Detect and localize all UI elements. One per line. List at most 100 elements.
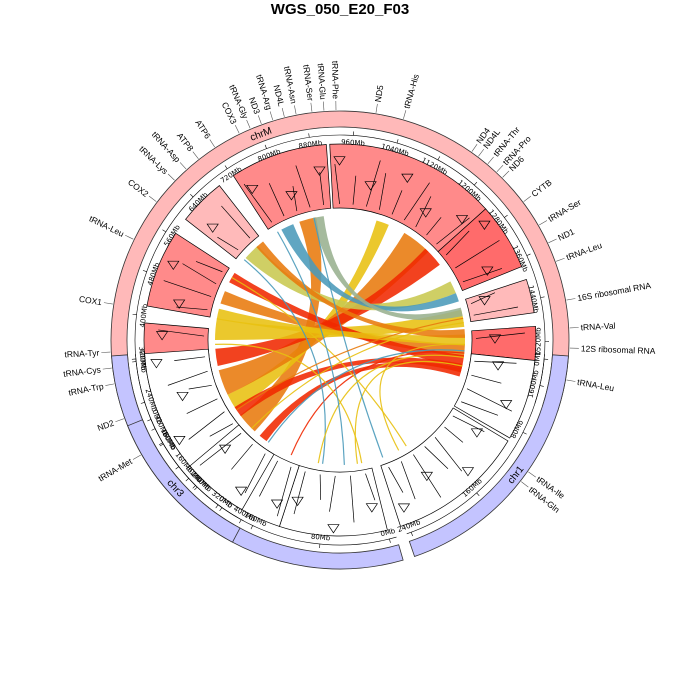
region-spoke <box>445 230 470 256</box>
region-spoke <box>413 454 442 498</box>
gene-tick <box>105 383 115 386</box>
link-ribbon <box>227 220 389 410</box>
link-line <box>290 351 465 456</box>
region-spoke <box>461 401 499 416</box>
gene-tick <box>548 238 557 244</box>
region-spoke <box>176 306 208 311</box>
region-triangle <box>167 260 180 271</box>
link-line <box>267 349 465 443</box>
region-triangle <box>155 331 169 341</box>
tick-label: 0Mb <box>533 350 542 366</box>
tick-mark <box>540 296 545 298</box>
region-spoke <box>182 263 217 285</box>
region-sector <box>453 353 536 439</box>
region-spoke <box>217 236 239 251</box>
region-sector <box>380 407 509 527</box>
gene-label: tRNA-Leu <box>576 377 615 393</box>
region-triangle <box>365 503 379 513</box>
tick-mark <box>192 485 196 489</box>
region-triangle <box>333 156 346 166</box>
tick-label: 400Mb <box>139 303 150 328</box>
gene-tick <box>257 115 262 124</box>
link-ribbon <box>256 241 465 338</box>
region-sector <box>185 185 260 260</box>
region-spoke <box>186 398 218 414</box>
tick-mark <box>142 270 147 272</box>
tick-mark <box>264 144 267 149</box>
tick-axis <box>406 354 545 535</box>
gene-tick <box>521 481 529 488</box>
gene-tick <box>478 148 485 157</box>
link-line <box>231 276 407 447</box>
gene-tick <box>375 103 378 113</box>
region-spoke <box>379 173 387 210</box>
tick-mark <box>250 525 253 530</box>
tick-mark <box>396 139 399 144</box>
region-spoke <box>471 374 502 384</box>
region-triangle <box>420 471 433 482</box>
tick-mark <box>476 492 480 497</box>
region-spoke <box>403 182 430 221</box>
tick-mark <box>526 253 531 256</box>
tick-label: 80Mb <box>311 533 332 543</box>
region-spoke <box>188 411 225 440</box>
region-spoke <box>400 461 416 500</box>
region-triangle <box>455 215 469 225</box>
region-spoke <box>276 466 292 517</box>
link-line <box>317 354 464 464</box>
gene-tick <box>566 298 576 301</box>
region-triangle <box>313 166 326 176</box>
region-spoke <box>295 165 311 208</box>
region-spoke <box>466 388 512 412</box>
region-spoke <box>209 423 233 437</box>
chromosome-band <box>408 354 569 558</box>
gene-tick <box>471 144 478 152</box>
gene-tick <box>115 418 124 423</box>
region-spoke <box>455 240 500 269</box>
tick-axis <box>149 416 244 522</box>
tick-mark <box>185 478 189 482</box>
chart-title: WGS_050_E20_F03 <box>271 1 409 18</box>
gene-label: COX1 <box>78 294 103 308</box>
gene-tick <box>167 173 175 181</box>
region-spoke <box>231 443 253 470</box>
region-spoke <box>158 329 205 337</box>
tick-mark <box>239 519 242 524</box>
region-spoke <box>167 370 208 386</box>
gene-label: tRNA-Leu <box>565 240 604 262</box>
region-spoke <box>350 475 355 523</box>
region-spoke <box>470 292 496 304</box>
region-triangle <box>176 391 189 402</box>
region-triangle <box>150 359 163 369</box>
region-triangle <box>291 496 304 507</box>
gene-label: CYTB <box>529 177 553 199</box>
region-spoke <box>319 172 325 206</box>
tick-label: 400Mb <box>137 349 148 374</box>
gene-tick <box>502 170 510 178</box>
region-spoke <box>174 356 206 361</box>
tick-mark <box>504 214 508 218</box>
region-spoke <box>199 433 242 466</box>
region-spoke <box>221 205 251 239</box>
tick-label: 0Mb <box>380 527 397 539</box>
region-triangle <box>327 524 340 534</box>
gene-tick <box>566 379 576 382</box>
region-sector <box>189 424 275 511</box>
region-spoke <box>293 471 306 515</box>
region-spoke <box>292 185 298 212</box>
gene-tick <box>523 195 532 202</box>
gene-label: tRNA-Cys <box>63 364 102 379</box>
gene-tick <box>125 234 134 240</box>
tick-label: 960Mb <box>341 138 366 148</box>
gene-label: tRNA-Met <box>96 456 134 484</box>
region-spoke <box>163 280 212 297</box>
region-triangle <box>478 296 491 306</box>
gene-tick <box>132 454 141 460</box>
tick-mark <box>194 486 198 491</box>
tick-mark <box>162 229 167 233</box>
gene-label: ND2 <box>96 418 116 433</box>
region-sector <box>437 208 523 292</box>
gene-label: ND5 <box>373 84 386 103</box>
region-triangle <box>401 173 414 183</box>
gene-label: 12S ribosomal RNA <box>581 343 656 356</box>
